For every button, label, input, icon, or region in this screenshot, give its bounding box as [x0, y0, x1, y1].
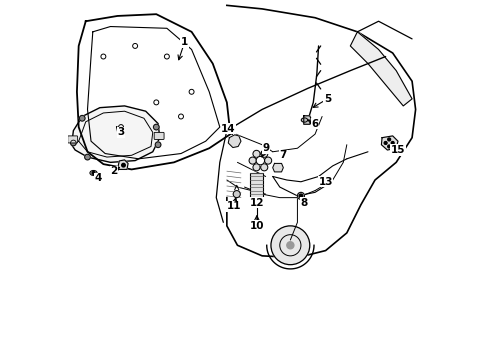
Text: 8: 8: [300, 198, 307, 208]
Text: 5: 5: [323, 94, 330, 104]
Polygon shape: [381, 136, 397, 150]
Circle shape: [390, 141, 393, 144]
Text: 6: 6: [311, 118, 318, 129]
Circle shape: [260, 164, 267, 171]
Polygon shape: [117, 160, 128, 170]
Text: 12: 12: [249, 198, 264, 208]
Circle shape: [155, 142, 161, 148]
Circle shape: [92, 171, 95, 174]
Circle shape: [248, 157, 256, 164]
Polygon shape: [272, 163, 283, 172]
Circle shape: [387, 138, 390, 141]
Text: 13: 13: [318, 177, 332, 187]
Polygon shape: [77, 14, 230, 170]
Text: 7: 7: [279, 150, 286, 160]
Circle shape: [270, 226, 309, 265]
Text: 4: 4: [94, 173, 102, 183]
Text: 15: 15: [390, 145, 405, 155]
Circle shape: [299, 194, 302, 198]
Circle shape: [233, 190, 240, 198]
Text: 1: 1: [181, 37, 188, 48]
Polygon shape: [303, 116, 311, 124]
Ellipse shape: [90, 171, 97, 175]
Text: 9: 9: [262, 143, 269, 153]
Circle shape: [70, 140, 76, 146]
Text: 10: 10: [249, 221, 264, 231]
Ellipse shape: [301, 118, 307, 122]
FancyBboxPatch shape: [154, 132, 164, 139]
Circle shape: [79, 116, 85, 121]
Circle shape: [384, 141, 386, 144]
Polygon shape: [226, 5, 415, 258]
Text: 2: 2: [110, 166, 117, 176]
Circle shape: [122, 163, 125, 167]
Polygon shape: [71, 106, 160, 162]
Polygon shape: [250, 173, 263, 203]
Polygon shape: [228, 135, 241, 148]
Circle shape: [252, 150, 260, 157]
Circle shape: [252, 164, 260, 171]
Circle shape: [387, 145, 390, 148]
Circle shape: [264, 157, 271, 164]
Circle shape: [297, 192, 304, 199]
Text: 14: 14: [221, 124, 235, 134]
Text: 3: 3: [117, 127, 124, 138]
Circle shape: [84, 154, 90, 160]
Circle shape: [153, 124, 159, 130]
Polygon shape: [349, 32, 411, 106]
Circle shape: [260, 150, 267, 157]
Circle shape: [256, 156, 264, 165]
Text: 11: 11: [226, 202, 241, 211]
FancyBboxPatch shape: [68, 136, 78, 143]
Circle shape: [286, 242, 293, 249]
